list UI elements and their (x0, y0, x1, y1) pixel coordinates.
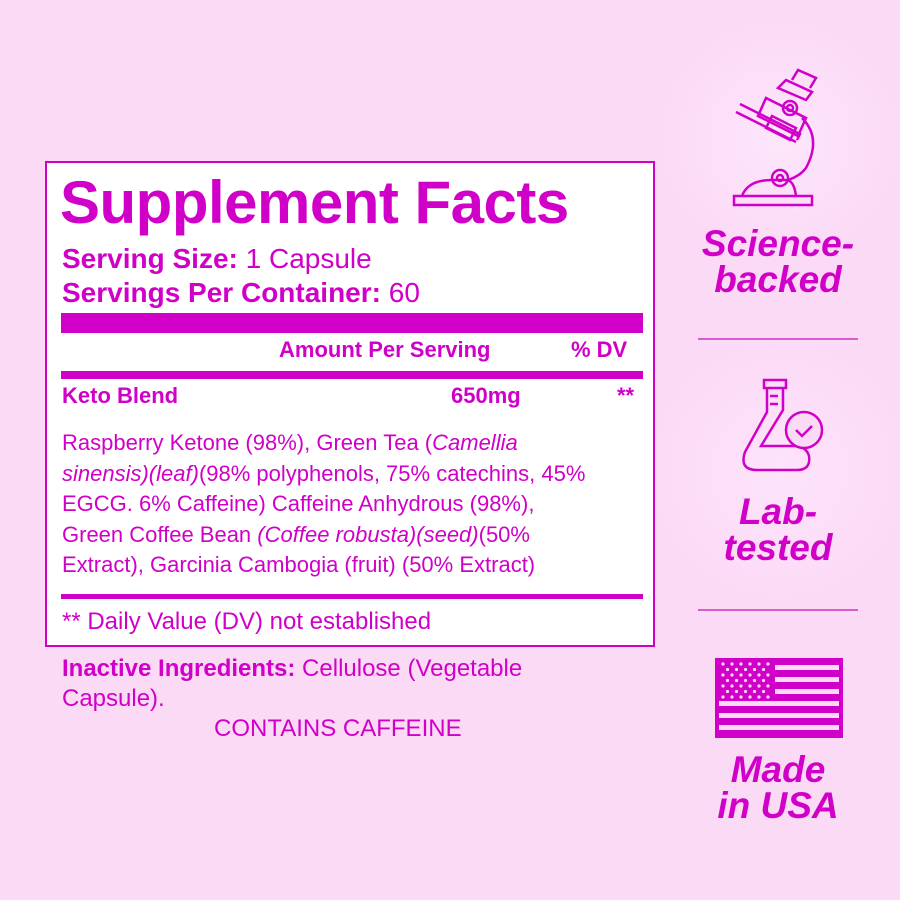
flag-star (739, 673, 743, 677)
us-flag-icon (715, 658, 843, 738)
ingredient-text: Camellia (432, 430, 518, 455)
ingredient-text: Green Coffee Bean (62, 521, 258, 547)
serving-size-label: Serving Size: (62, 243, 238, 274)
flag-star (761, 667, 766, 672)
flag-star (766, 684, 770, 688)
flag-star (743, 689, 748, 694)
ingredient-text: Extract), Garcinia Cambogia (fruit) (50%… (62, 552, 536, 577)
flag-star (721, 662, 725, 666)
badge-lab-tested: Lab-tested (695, 491, 861, 568)
amount-per-serving-header: Amount Per Serving (279, 337, 491, 362)
flag-star (766, 673, 770, 677)
flag-star (757, 673, 761, 677)
flag-star (725, 667, 730, 672)
ingredient-text: (50% (478, 521, 530, 547)
ingredient-text: Raspberry Ketone (98%), Green Tea ( (62, 430, 433, 455)
flag-star (766, 695, 770, 699)
ingredient-line: sinensis)(leaf)(98% polyphenols, 75% cat… (62, 461, 585, 487)
badge-line: Made (730, 749, 826, 790)
ingredient-line: Raspberry Ketone (98%), Green Tea (Camel… (62, 430, 518, 456)
microscope-icon (732, 68, 818, 207)
flag-star (725, 678, 730, 683)
ingredient-line: Extract), Garcinia Cambogia (fruit) (50%… (62, 552, 535, 578)
flag-star (734, 678, 739, 683)
divider (698, 609, 858, 611)
blend-dv: ** (617, 383, 635, 408)
flag-star (757, 684, 761, 688)
dv-footnote: ** Daily Value (DV) not established (62, 608, 432, 635)
medium-divider (61, 371, 643, 379)
flag-star (743, 667, 748, 672)
flag-star (752, 689, 757, 694)
badge-line: in USA (717, 785, 839, 826)
flag-star (748, 684, 752, 688)
flag-star (739, 662, 743, 666)
flag-star (721, 684, 725, 688)
ingredient-text: (Coffee robusta)(seed) (257, 521, 479, 547)
flag-star (725, 689, 730, 694)
ingredient-text: EGCG. 6% Caffeine) Caffeine Anhydrous (9… (62, 491, 535, 516)
serving-size-value: 1 Capsule (237, 243, 372, 274)
inactive-line2: Capsule). (62, 685, 165, 712)
flag-star (721, 673, 725, 677)
badge-line: tested (723, 527, 833, 568)
ingredient-line: EGCG. 6% Caffeine) Caffeine Anhydrous (9… (62, 491, 534, 517)
flag-star (752, 667, 757, 672)
ingredient-line: Green Coffee Bean (Coffee robusta)(seed)… (62, 522, 530, 548)
flag-star (761, 678, 766, 683)
flag-star (757, 662, 761, 666)
bottom-divider (61, 594, 643, 599)
badge-science-backed: Science-backed (695, 223, 861, 300)
flag-star (766, 662, 770, 666)
badge-line: Science- (701, 223, 855, 264)
inactive-ingredients: Inactive Ingredients: Cellulose (Vegetab… (62, 655, 522, 683)
flag-star (730, 684, 734, 688)
inactive-label: Inactive Ingredients: (62, 655, 296, 682)
flag-star (734, 689, 739, 694)
badge-line: backed (714, 259, 842, 300)
servings-per-container-value: 60 (380, 277, 420, 308)
blend-name: Keto Blend (62, 383, 179, 408)
ingredient-text: sinensis)(leaf) (62, 460, 199, 486)
flag-star (757, 695, 761, 699)
dv-header: % DV (571, 337, 628, 362)
thick-divider (61, 313, 643, 333)
flag-star (761, 689, 766, 694)
flag-star (730, 673, 734, 677)
flag-star (721, 695, 725, 699)
blend-amount: 650mg (451, 383, 521, 408)
flag-star (748, 673, 752, 677)
flask-check-icon (742, 378, 824, 472)
flag-star (739, 695, 743, 699)
flag-star (730, 662, 734, 666)
badge-made-in-usa: Made in USA (695, 749, 861, 826)
servings-per-container: Servings Per Container: 60 (62, 277, 420, 309)
flag-star (734, 667, 739, 672)
inactive-line1: Cellulose (Vegetable (295, 655, 523, 682)
flag-star (743, 678, 748, 683)
flag-star (739, 684, 743, 688)
supplement-facts-panel (45, 161, 655, 647)
panel-title: Supplement Facts (60, 169, 569, 236)
caffeine-warning: CONTAINS CAFFEINE (214, 715, 462, 742)
ingredient-text: (98% polyphenols, 75% catechins, 45% (198, 460, 586, 486)
flag-star (730, 695, 734, 699)
divider (698, 338, 858, 340)
serving-size: Serving Size: 1 Capsule (62, 243, 372, 275)
flag-star (748, 662, 752, 666)
badge-line: Lab- (738, 491, 818, 532)
servings-per-container-label: Servings Per Container: (62, 277, 381, 308)
flag-star (752, 678, 757, 683)
flag-star (748, 695, 752, 699)
